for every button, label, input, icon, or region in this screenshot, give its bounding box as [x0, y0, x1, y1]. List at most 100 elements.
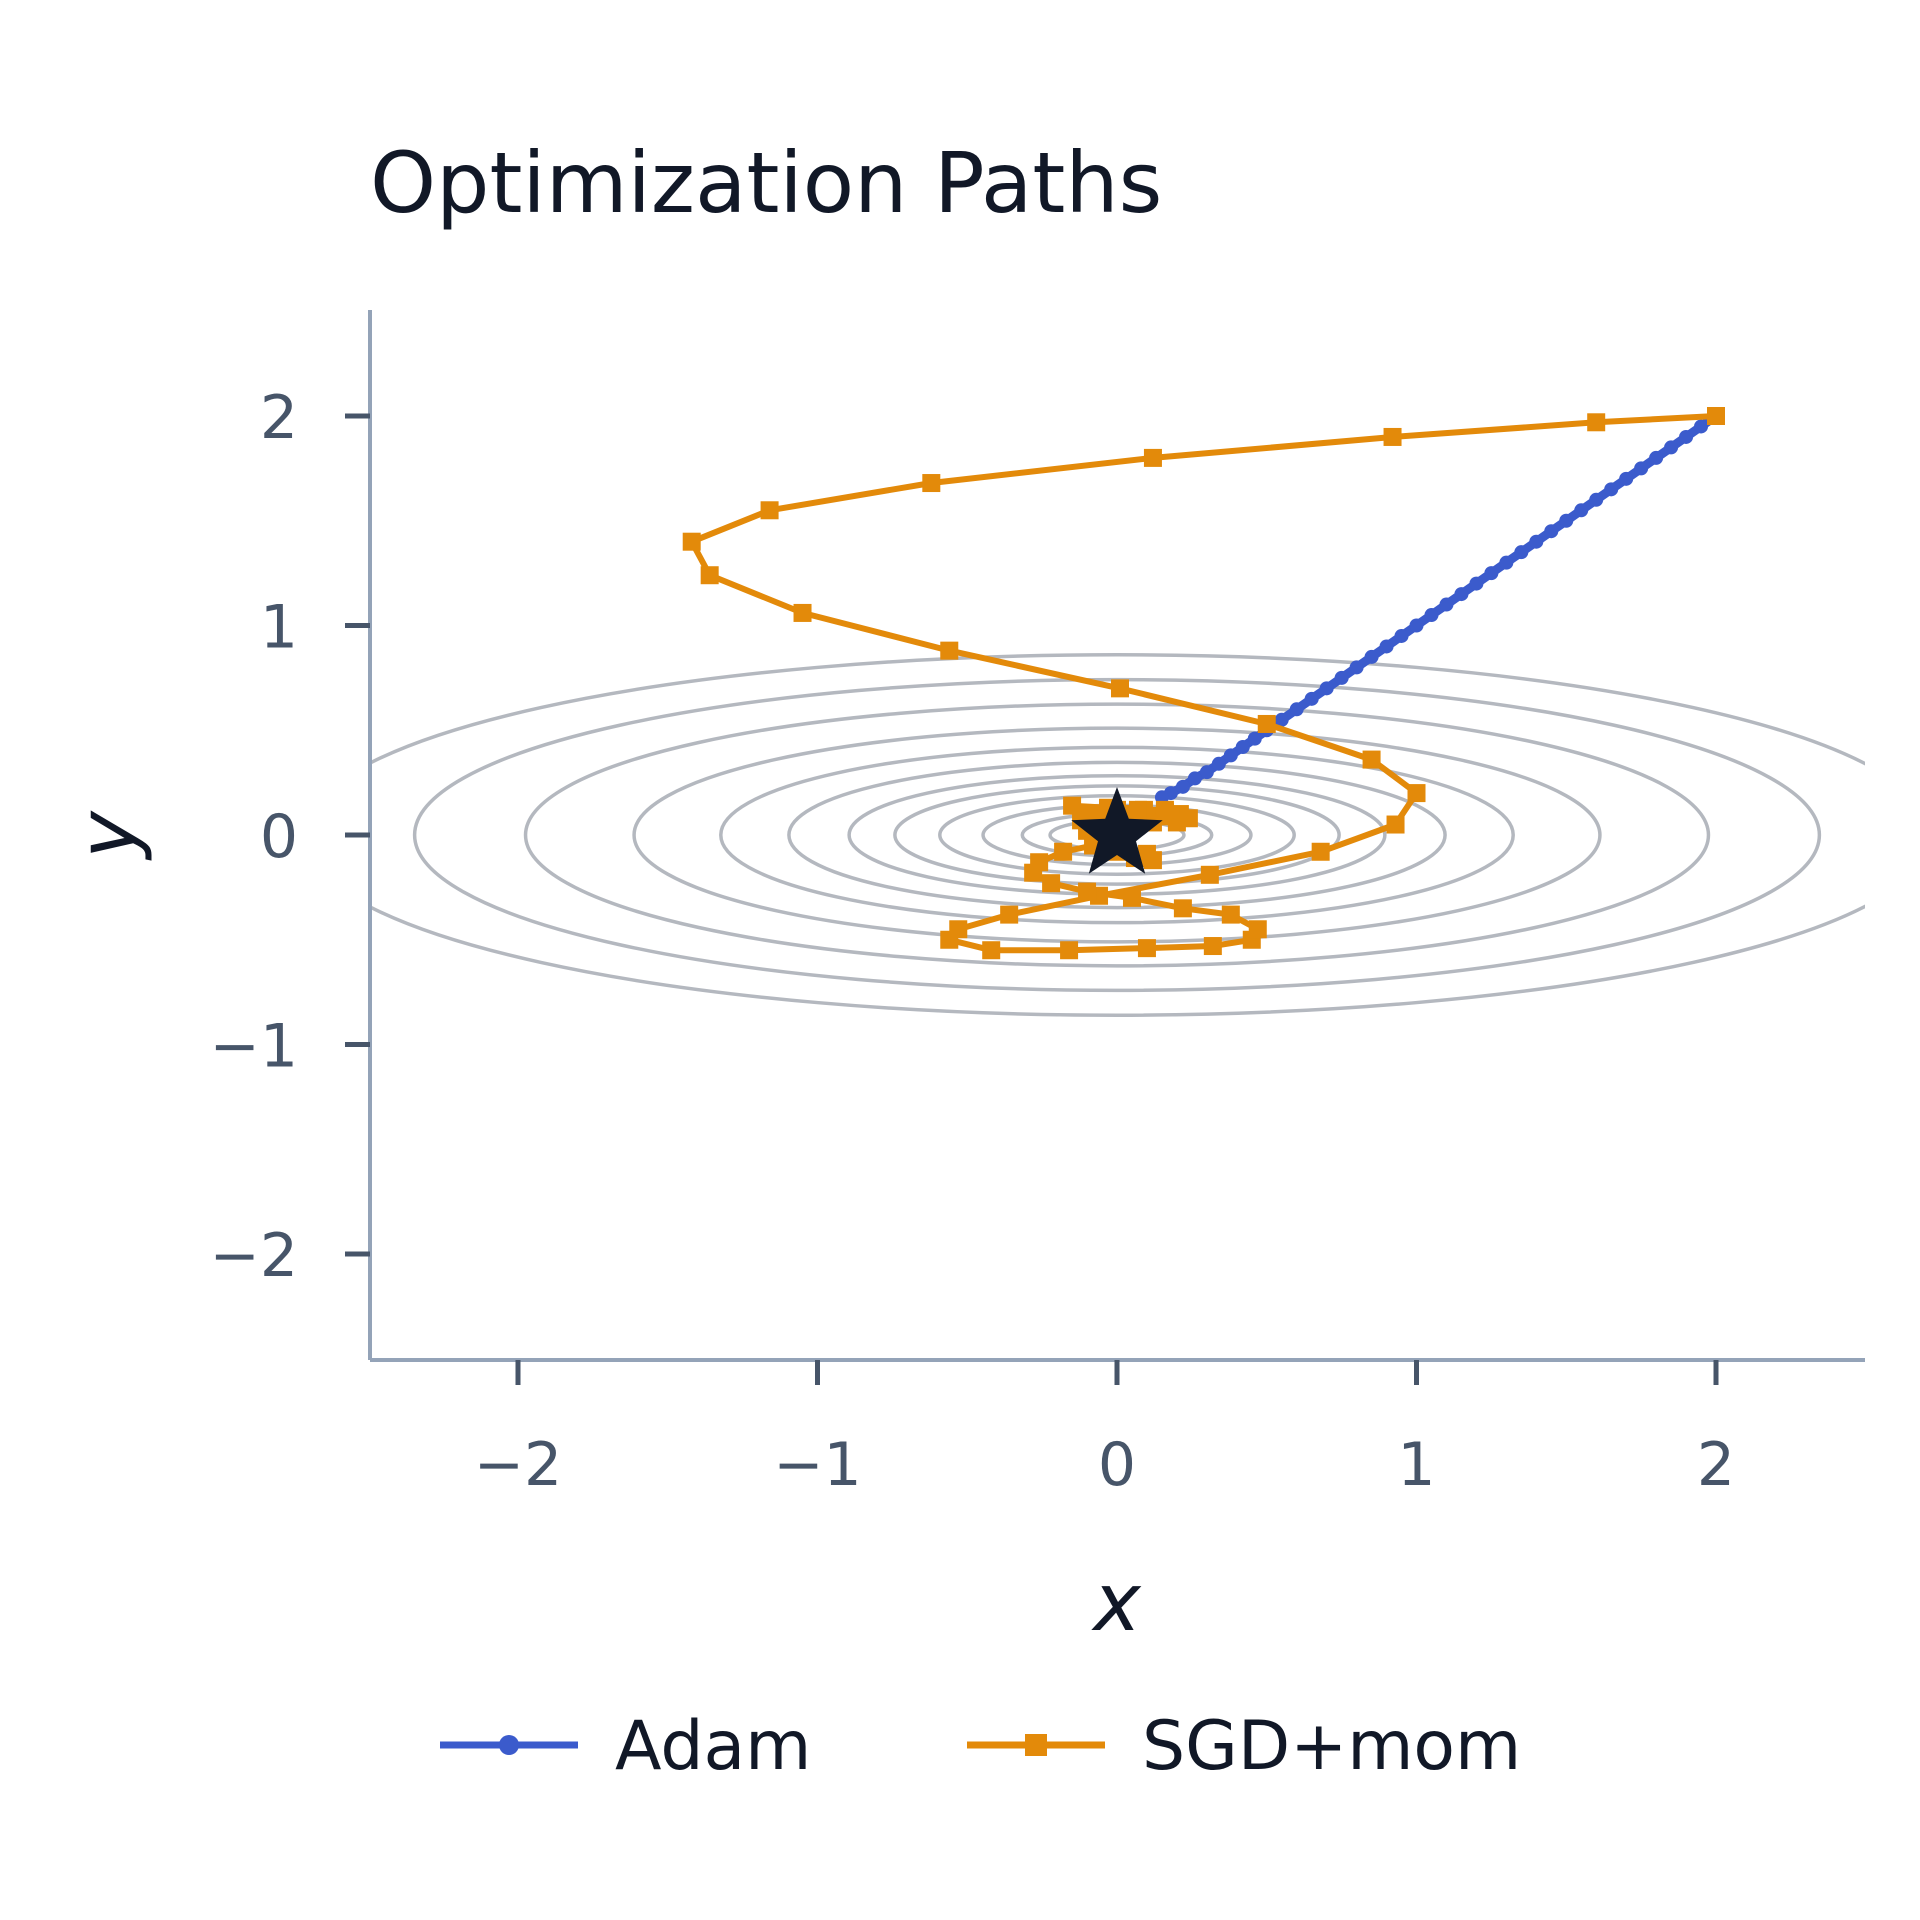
sgd-mom-point: [1362, 750, 1381, 769]
sgd-mom-point: [682, 532, 701, 551]
y-tick-label: −1: [210, 1012, 298, 1082]
sgd-mom-point: [1248, 920, 1267, 939]
sgd-mom-point: [940, 641, 959, 660]
sgd-mom-point: [1203, 937, 1222, 956]
adam-point: [1634, 461, 1649, 476]
contour-level-9: [523, 702, 1711, 968]
sgd-mom-point: [1587, 413, 1606, 432]
contour-lines: [370, 653, 1865, 1017]
sgd-mom-point: [1054, 842, 1073, 861]
sgd-mom-point: [793, 603, 812, 622]
series-sgd-mom: [682, 407, 1725, 960]
minimum-star-icon: [1071, 787, 1163, 874]
sgd-mom-point: [1078, 882, 1097, 901]
adam-point: [1235, 740, 1250, 755]
sgd-mom-point: [922, 474, 941, 493]
adam-point: [1529, 534, 1544, 549]
adam-point: [1364, 649, 1379, 664]
sgd-mom-point: [1407, 784, 1426, 803]
x-tick-label: −1: [773, 1430, 861, 1500]
x-tick-label: 1: [1397, 1430, 1435, 1500]
x-tick-label: −2: [474, 1430, 562, 1500]
contour-level-4: [893, 784, 1341, 886]
adam-point: [1559, 513, 1574, 528]
contour-level-7: [719, 745, 1515, 925]
adam-point: [1544, 524, 1559, 539]
adam-point: [1394, 628, 1409, 643]
sgd-mom-point: [982, 941, 1001, 960]
sgd-mom-point: [1257, 714, 1276, 733]
contour-level-6: [787, 760, 1447, 910]
adam-point: [1211, 756, 1226, 771]
adam-point: [1379, 639, 1394, 654]
adam-point: [1439, 597, 1454, 612]
adam-point: [1604, 482, 1619, 497]
y-tick-label: −2: [210, 1221, 298, 1291]
sgd-mom-point: [1110, 679, 1129, 698]
adam-point: [1499, 555, 1514, 570]
y-tick-label: 0: [260, 802, 298, 872]
sgd-mom-point: [1063, 796, 1082, 815]
sgd-mom-point: [1060, 941, 1079, 960]
adam-point: [1454, 587, 1469, 602]
adam-point: [1199, 765, 1214, 780]
adam-point: [1514, 545, 1529, 560]
x-tick-label: 0: [1098, 1430, 1136, 1500]
sgd-mom-point: [1311, 842, 1330, 861]
adam-point: [1289, 702, 1304, 717]
legend-adam-label: Adam: [615, 1707, 811, 1786]
adam-point: [1694, 419, 1709, 434]
sgd-mom-point: [1122, 888, 1141, 907]
sgd-mom-point: [1707, 407, 1725, 425]
adam-point: [1484, 566, 1499, 581]
sgd-mom-point: [1221, 905, 1240, 924]
adam-point: [1574, 503, 1589, 518]
adam-point: [1424, 608, 1439, 623]
adam-line: [1157, 411, 1721, 802]
sgd-mom-point: [1155, 800, 1174, 819]
adam-point: [1247, 731, 1262, 746]
sgd-mom-point: [700, 566, 719, 585]
x-ticks: −2 −1 0 1 2: [474, 1360, 1735, 1500]
sgd-mom-point: [940, 930, 959, 949]
x-tick-label: 2: [1697, 1430, 1735, 1500]
sgd-mom-point: [1030, 853, 1049, 872]
minimum-layer: [1071, 787, 1163, 874]
legend: Adam SGD+mom: [440, 1707, 1521, 1786]
series-adam: [1154, 409, 1723, 805]
sgd-mom-point: [1143, 851, 1162, 870]
sgd-mom-point: [1143, 448, 1162, 467]
chart-title: Optimization Paths: [370, 134, 1162, 232]
adam-point: [1274, 712, 1289, 727]
adam-point: [1175, 779, 1190, 794]
adam-point: [1319, 681, 1334, 696]
contour-level-11: [370, 653, 1865, 1017]
adam-point: [1589, 492, 1604, 507]
sgd-mom-point: [1383, 427, 1402, 446]
sgd-mom-point: [1137, 939, 1156, 958]
adam-point: [1223, 748, 1238, 763]
sgd-mom-point: [1042, 874, 1061, 893]
adam-point: [1304, 691, 1319, 706]
x-axis-label: x: [1090, 1556, 1142, 1649]
y-ticks: −2 −1 0 1 2: [210, 383, 370, 1291]
sgd-mom-point: [1200, 865, 1219, 884]
legend-sgd-marker: [1025, 1734, 1047, 1756]
y-tick-label: 1: [260, 593, 298, 663]
y-tick-label: 2: [260, 383, 298, 453]
sgd-mom-point: [1173, 899, 1192, 918]
adam-point: [1649, 450, 1664, 465]
contour-level-8: [632, 726, 1602, 944]
adam-point: [1154, 790, 1169, 805]
legend-adam-marker: [499, 1735, 519, 1755]
sgd-mom-point: [760, 501, 779, 520]
adam-point: [1409, 618, 1424, 633]
sgd-mom-point: [1386, 815, 1405, 834]
adam-point: [1679, 429, 1694, 444]
adam-point: [1349, 660, 1364, 675]
adam-point: [1664, 440, 1679, 455]
adam-point: [1334, 670, 1349, 685]
adam-point: [1619, 471, 1634, 486]
sgd-mom-point: [1000, 905, 1019, 924]
